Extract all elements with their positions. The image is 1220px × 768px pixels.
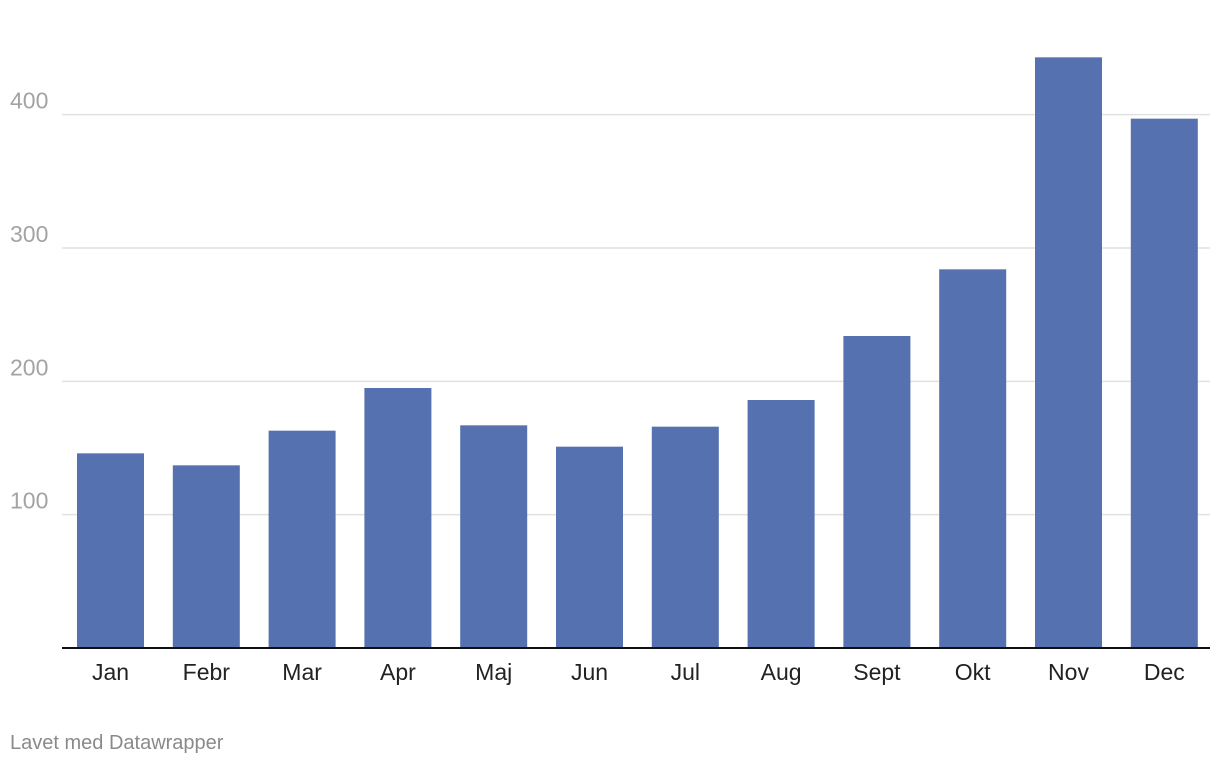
x-tick-label: Dec xyxy=(1144,659,1185,685)
x-tick-label: Jul xyxy=(671,659,700,685)
x-tick-label: Aug xyxy=(761,659,802,685)
bar-apr xyxy=(364,388,432,648)
bar-maj xyxy=(460,425,528,648)
x-tick-label: Nov xyxy=(1048,659,1089,685)
bar-sept xyxy=(843,336,911,648)
y-tick-label: 200 xyxy=(10,354,48,380)
y-tick-label: 300 xyxy=(10,221,48,247)
bar-okt xyxy=(939,269,1007,648)
x-tick-label: Apr xyxy=(380,659,416,685)
y-tick-label: 100 xyxy=(10,488,48,514)
x-tick-label: Sept xyxy=(853,659,901,685)
bar-chart: 100 200 300 400 Jan Febr Mar Apr Maj Jun Jul Aug Se… xyxy=(10,57,1210,685)
x-tick-label: Febr xyxy=(183,659,231,685)
gridlines xyxy=(62,113,1210,516)
bar-jul xyxy=(651,426,719,648)
x-axis-tick-labels: Jan Febr Mar Apr Maj Jun Jul Aug Sept Okt Nov Dec xyxy=(92,659,1185,685)
y-axis-tick-labels: 100 200 300 400 xyxy=(10,88,48,514)
x-tick-label: Maj xyxy=(475,659,512,685)
x-tick-label: Mar xyxy=(282,659,322,685)
bar-nov xyxy=(1035,57,1102,649)
x-tick-label: Jun xyxy=(571,659,608,685)
bar-jun xyxy=(556,446,623,648)
x-tick-label: Okt xyxy=(955,659,991,685)
bar-aug xyxy=(747,400,815,648)
bar-febr xyxy=(172,465,240,648)
y-tick-label: 400 xyxy=(10,88,48,114)
bars xyxy=(77,57,1198,649)
bar-jan xyxy=(77,453,144,648)
x-tick-label: Jan xyxy=(92,659,129,685)
bar-dec xyxy=(1130,118,1198,648)
bar-mar xyxy=(268,430,336,648)
footer-credit: Lavet med Datawrapper xyxy=(10,732,224,754)
